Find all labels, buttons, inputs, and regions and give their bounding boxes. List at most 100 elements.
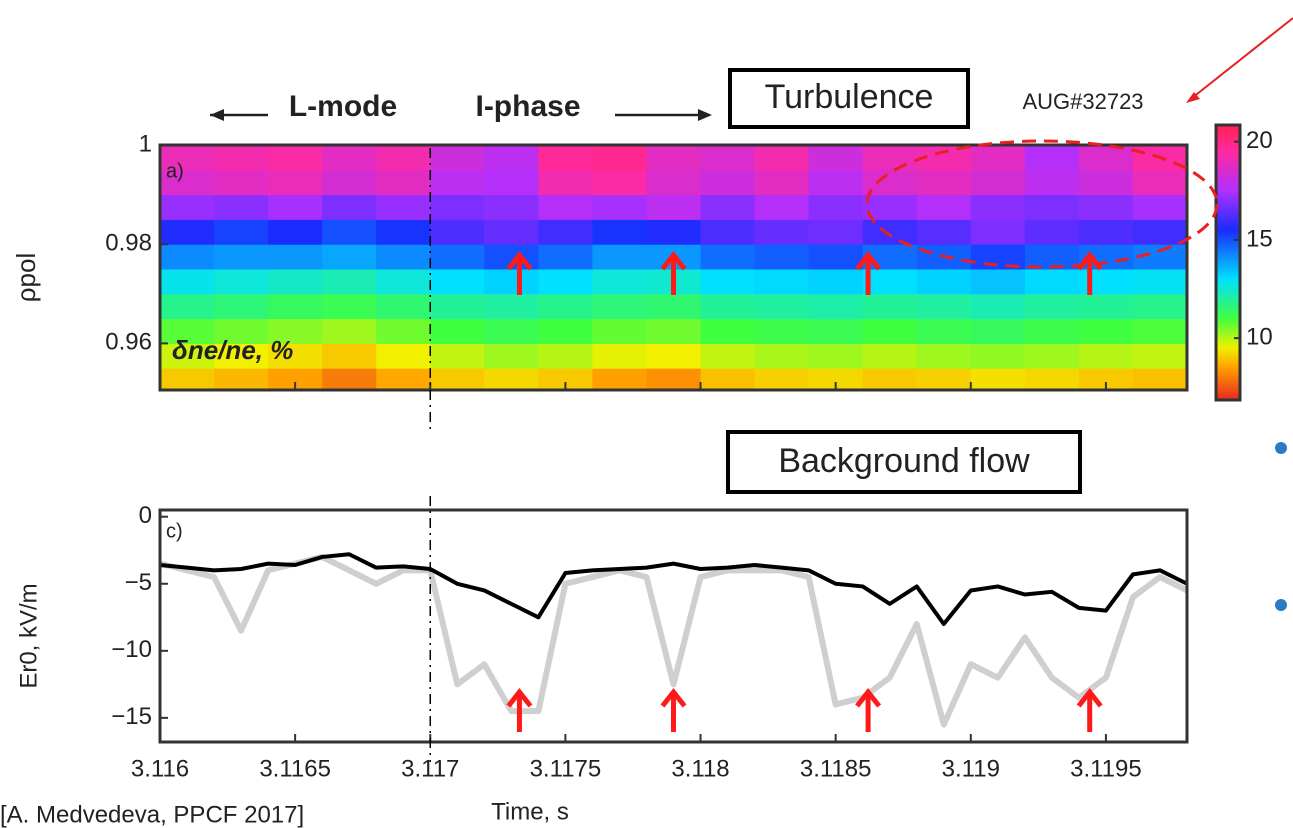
heat-cell: [160, 318, 215, 344]
heat-cell: [322, 293, 377, 320]
heat-cell: [214, 343, 269, 369]
heat-cell: [430, 194, 485, 220]
y-axis-label: Er0, kV/m: [15, 583, 42, 688]
pointer-head: [1186, 92, 1200, 103]
heat-cell: [754, 194, 810, 220]
heat-cell: [430, 145, 485, 171]
event-arrow-head: [660, 250, 687, 271]
heat-cell: [646, 145, 702, 171]
y-tick-label: −5: [125, 569, 152, 596]
heat-cell: [592, 268, 647, 295]
y-tick-label: 1: [139, 130, 152, 157]
heat-cell: [808, 169, 864, 196]
heat-cell: [214, 318, 269, 344]
lmode-label: L-mode: [289, 90, 397, 123]
heat-cell: [1132, 194, 1188, 220]
heat-cell: [484, 318, 539, 344]
flow-text: Background flow: [778, 442, 1030, 480]
turbulence-box: [728, 68, 970, 129]
y-tick-label: 0.98: [105, 230, 152, 257]
heat-cell: [214, 244, 269, 270]
y-axis-label: ρpol: [11, 253, 41, 303]
event-arrow-head: [506, 250, 533, 271]
heat-cell: [160, 145, 215, 171]
heat-cell: [430, 268, 485, 295]
heat-cell: [1078, 318, 1134, 344]
heat-cell: [430, 318, 485, 344]
heat-cell: [322, 268, 377, 295]
heat-cell: [538, 244, 593, 270]
heat-cell: [862, 293, 918, 320]
heat-cell: [322, 219, 377, 245]
colorbar-tick-label: 10: [1246, 323, 1273, 350]
heat-cell: [322, 194, 377, 220]
pointer-line: [1191, 17, 1293, 99]
heat-cell: [862, 268, 918, 295]
heat-cell: [430, 169, 485, 196]
x-tick-label: 3.116: [131, 755, 189, 782]
event-arrow-head: [855, 687, 882, 708]
heat-cell: [916, 293, 972, 320]
colorbar-tick-label: 20: [1246, 127, 1273, 154]
heat-cell: [862, 219, 918, 245]
event-arrow-head: [506, 687, 533, 708]
heat-cell: [430, 343, 485, 369]
heat-cell: [484, 219, 539, 245]
heat-cell: [268, 343, 323, 369]
heat-cell: [808, 268, 864, 295]
heat-cell: [862, 368, 918, 391]
heat-cell: [376, 318, 431, 344]
panel-label: c): [166, 520, 183, 542]
y-tick-label: 0.96: [105, 329, 152, 356]
heat-cell: [376, 368, 431, 391]
heat-cell: [970, 343, 1026, 369]
heat-cell: [430, 219, 485, 245]
heat-cell: [322, 145, 377, 171]
heat-cell: [970, 169, 1026, 196]
heat-cell: [268, 244, 323, 270]
heat-cell: [160, 194, 215, 220]
heat-cell: [808, 145, 864, 171]
heat-cell: [160, 368, 215, 391]
heat-cell: [1078, 293, 1134, 320]
heat-cell: [1132, 343, 1188, 369]
heat-cell: [700, 145, 756, 171]
heat-cell: [376, 219, 431, 245]
heat-cell: [1078, 145, 1134, 171]
plot-frame: [158, 508, 1189, 744]
panel-label: a): [166, 160, 184, 182]
heat-cell: [754, 244, 810, 270]
heat-cell: [430, 244, 485, 270]
heat-cell: [700, 293, 756, 320]
heat-cell: [808, 194, 864, 220]
heat-cell: [862, 145, 918, 171]
heat-cell: [214, 219, 269, 245]
heat-cell: [862, 343, 918, 369]
heat-cell: [700, 219, 756, 245]
heat-cell: [268, 145, 323, 171]
heat-cell: [700, 318, 756, 344]
heat-cell: [970, 368, 1026, 391]
heat-cell: [592, 169, 647, 196]
heat-cell: [538, 145, 593, 171]
heat-cell: [1132, 318, 1188, 344]
heat-cell: [214, 293, 269, 320]
y-tick-label: −10: [111, 636, 152, 663]
heat-cell: [916, 169, 972, 196]
smoothed-line: [159, 552, 1188, 626]
bullet: [1275, 599, 1287, 611]
heat-cell: [808, 318, 864, 344]
heat-cell: [646, 318, 702, 344]
event-arrow-head: [855, 250, 882, 271]
heat-cell: [1078, 194, 1134, 220]
heat-cell: [376, 169, 431, 196]
x-tick-label: 3.118: [671, 755, 729, 782]
heat-cell: [484, 368, 539, 391]
heat-cell: [160, 169, 215, 196]
heat-cell: [1024, 244, 1080, 270]
heat-cell: [430, 293, 485, 320]
heat-cell: [214, 268, 269, 295]
heat-cell: [646, 293, 702, 320]
heat-cell: [1078, 268, 1134, 295]
